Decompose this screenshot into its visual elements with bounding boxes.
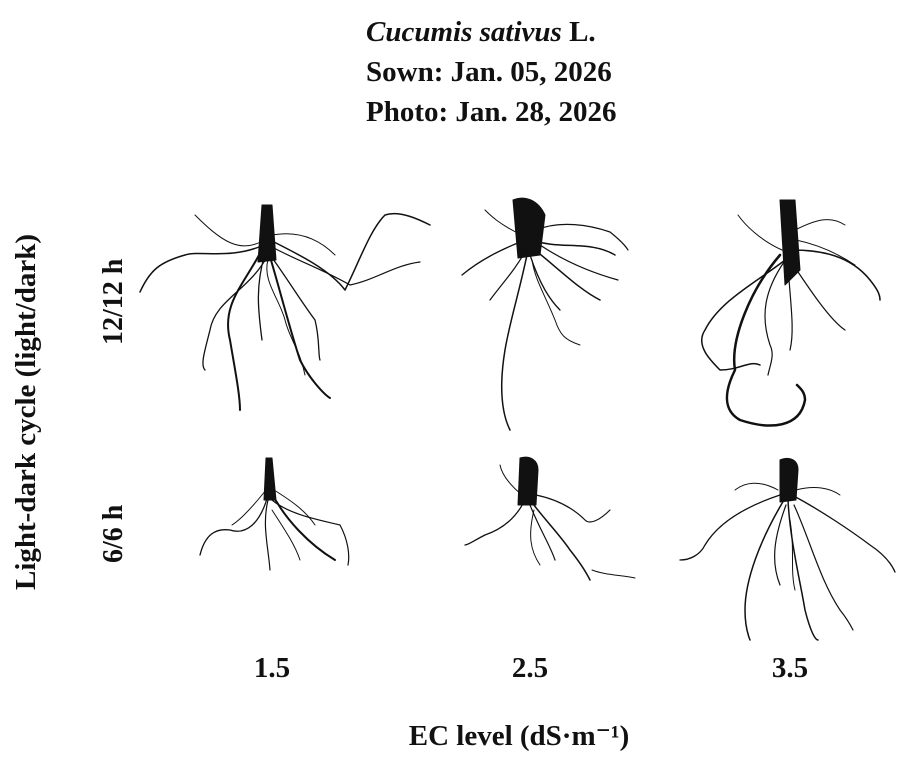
sown-date: Sown: Jan. 05, 2026 <box>366 56 612 88</box>
species-name: Cucumis sativus <box>366 16 562 48</box>
root-system-6h-ec3-5 <box>679 457 896 641</box>
column-label-3-5: 3.5 <box>771 652 809 684</box>
species-suffix: L. <box>561 16 596 48</box>
root-system-12h-ec1-5 <box>139 204 431 411</box>
photo-date: Photo: Jan. 28, 2026 <box>366 96 617 128</box>
root-system-6h-ec1-5 <box>199 457 350 571</box>
title-block: Cucumis sativus L. Sown: Jan. 05, 2026 P… <box>366 12 617 132</box>
root-system-12h-ec3-5 <box>700 199 881 427</box>
x-axis-label: EC level (dS·m⁻¹) <box>408 720 630 752</box>
column-label-2-5: 2.5 <box>511 652 549 684</box>
column-label-1-5: 1.5 <box>253 652 291 684</box>
root-system-12h-ec2-5 <box>461 197 629 431</box>
root-system-6h-ec2-5 <box>464 456 636 581</box>
species-line: Cucumis sativus L. <box>366 12 617 52</box>
